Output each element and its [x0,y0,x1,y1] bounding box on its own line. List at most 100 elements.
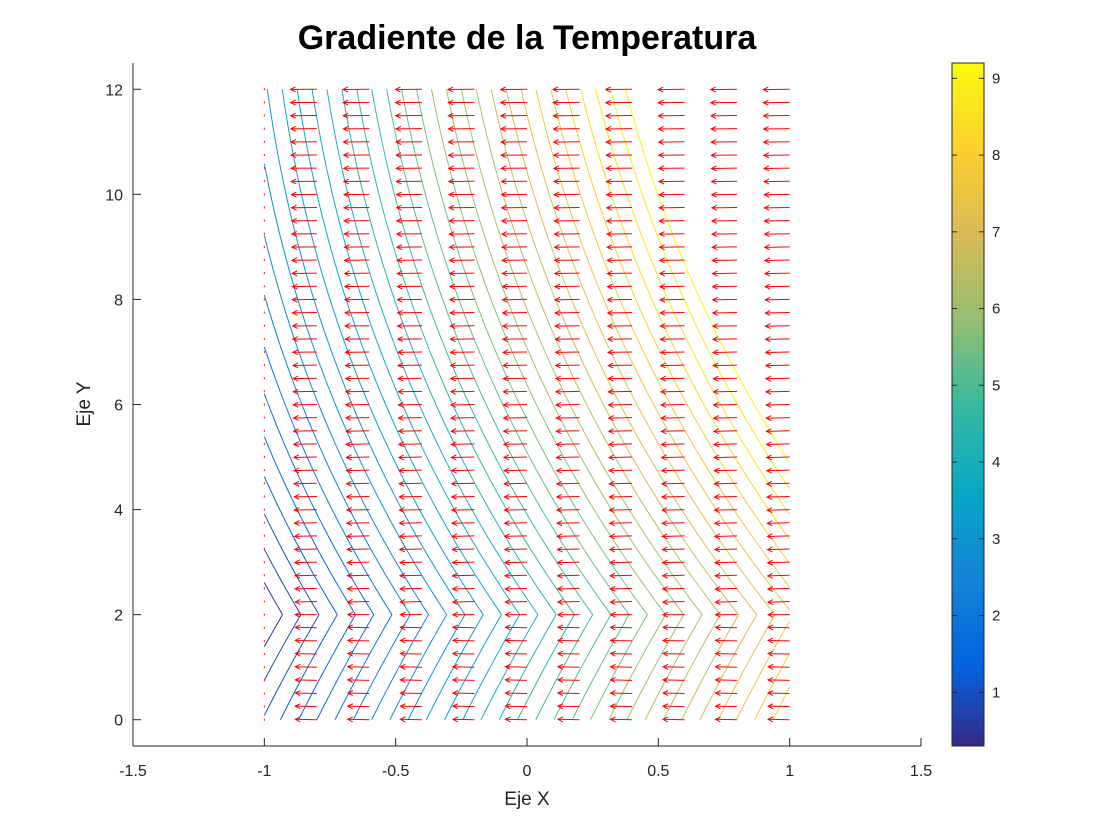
gradient-arrow [606,323,633,329]
gradient-arrow [714,624,738,631]
gradient-arrow [606,270,633,277]
gradient-arrow [500,217,528,224]
gradient-arrow [397,467,422,474]
gradient-arrow [609,690,633,697]
gradient-arrow [500,178,528,185]
colorbar-ticks: 1 2 3 4 5 6 7 8 9 [952,70,1000,701]
gradient-arrow [555,467,580,474]
gradient-arrow [714,637,738,644]
gradient-arrow [659,375,685,382]
gradient-arrow [607,415,633,421]
gradient-arrow [448,283,475,290]
gradient-arrow [556,585,580,592]
gradient-arrow [555,454,580,461]
gradient-arrow [658,283,685,290]
gradient-arrow [661,637,685,644]
gradient-arrow [712,388,738,395]
gradient-arrow [553,257,580,264]
gradient-arrow [606,257,633,264]
gradient-arrow [343,244,370,251]
contour-line [416,89,648,720]
gradient-arrow [609,624,633,631]
gradient-arrow [342,99,370,106]
gradient-arrow [294,624,317,631]
contour-line [371,89,594,720]
gradient-arrow [398,480,422,487]
contour-line [263,294,411,720]
gradient-arrow [659,388,685,395]
gradient-arrow [345,480,370,487]
gradient-arrow [399,637,422,644]
gradient-arrow [661,690,685,697]
gradient-arrow [766,637,790,644]
y-axis-label: Eje Y [74,381,95,426]
gradient-arrow [657,152,685,159]
gradient-arrow [763,191,790,198]
gradient-arrow [714,599,738,605]
gradient-arrow [291,375,317,382]
gradient-arrow [499,112,528,119]
gradient-arrow [502,388,528,395]
gradient-arrow [394,125,422,132]
gradient-arrow [448,309,475,316]
gradient-arrow [714,703,738,710]
gradient-arrow [608,520,633,527]
gradient-arrow [607,401,633,408]
gradient-arrow [766,703,790,710]
gradient-arrow [765,428,790,435]
gradient-arrow [398,493,422,500]
gradient-arrow [766,650,790,657]
gradient-arrow [556,611,580,618]
gradient-arrow [294,650,317,657]
gradient-arrow [658,231,685,238]
gradient-arrow [499,86,528,93]
gradient-arrow [554,401,580,408]
gradient-arrow [604,99,633,106]
gradient-arrow [606,309,633,316]
gradient-arrow [451,546,475,553]
gradient-arrow [609,677,633,683]
gradient-arrow [657,139,685,146]
gradient-arrow [503,572,528,579]
gradient-arrow [447,125,475,132]
gradient-arrow [396,323,422,329]
y-tick-label: 10 [105,187,123,204]
gradient-arrow [712,362,738,369]
contour-line [263,582,284,647]
gradient-arrow [346,637,370,644]
gradient-arrow [289,99,317,106]
gradient-arrow [346,650,370,657]
gradient-arrow [658,204,685,211]
gradient-arrow [711,244,738,251]
x-tick-label: -0.5 [382,763,410,780]
gradient-arrow [346,690,370,697]
contour-line [263,393,375,720]
contour-line [263,513,320,716]
gradient-arrow [291,296,317,303]
contour-line [401,89,630,720]
gradient-arrow [608,507,633,513]
gradient-arrow [451,637,475,644]
gradient-arrow [290,231,317,237]
gradient-arrow [397,388,422,395]
gradient-arrow [294,677,317,683]
gradient-arrow [713,546,738,553]
gradient-arrow [710,178,738,185]
gradient-arrow [556,650,580,657]
contour-line [356,89,575,720]
gradient-arrow [346,559,370,566]
gradient-arrow [395,191,422,198]
gradient-arrow [503,546,528,553]
gradient-arrow [605,178,633,185]
y-ticks: 0 2 4 6 8 10 12 [105,82,141,730]
gradient-arrow [447,139,475,145]
gradient-arrow [397,441,422,448]
y-tick-label: 4 [114,503,123,520]
x-axis-label: Eje X [504,789,550,810]
gradient-arrow [553,204,580,211]
gradient-arrow [449,336,475,343]
gradient-arrow [504,703,528,710]
gradient-arrow [446,86,475,93]
gradient-arrow [396,336,422,343]
